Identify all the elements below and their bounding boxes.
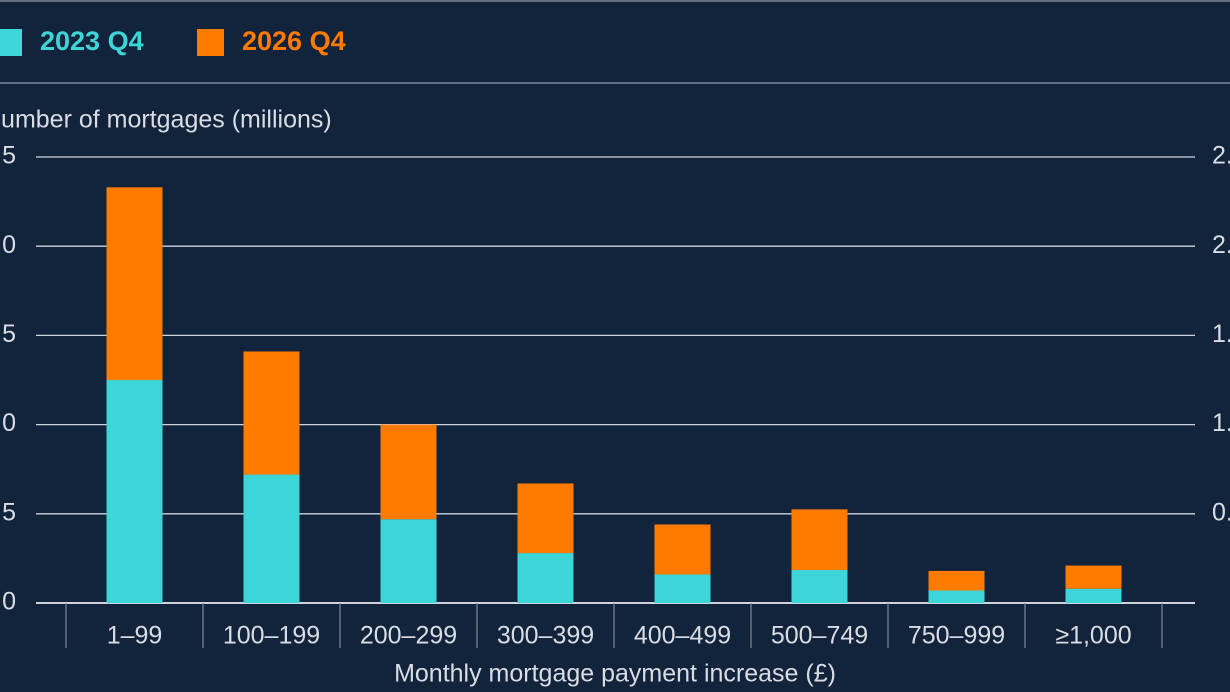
bar-segment [928, 590, 985, 603]
y2-tick-label: 2.0 [1212, 231, 1230, 259]
legend-swatch [197, 29, 224, 56]
bar-segment [1065, 565, 1122, 589]
bar-segment [106, 187, 163, 380]
bar-segment [380, 519, 437, 603]
bar-segment [791, 569, 848, 603]
bar-segment [791, 509, 848, 570]
x-axis-label: Monthly mortgage payment increase (£) [394, 660, 836, 688]
bar-segment [517, 483, 574, 554]
y-tick-label: 0.5 [0, 498, 16, 526]
y-tick-label: 1.0 [0, 409, 16, 437]
x-tick-label: 500–749 [771, 622, 868, 650]
y-tick-label: 1.5 [0, 320, 16, 348]
x-tick-label: 200–299 [360, 622, 457, 650]
legend-label: 2026 Q4 [242, 26, 346, 56]
bar-segment [654, 574, 711, 603]
legend-swatch [0, 29, 22, 56]
bar-segment [243, 474, 300, 603]
bar-segment [106, 380, 163, 603]
x-tick-label: 1–99 [107, 622, 163, 650]
y-tick-label: 2.0 [0, 231, 16, 259]
x-tick-label: ≥1,000 [1055, 622, 1131, 650]
bar-segment [928, 570, 985, 591]
y2-tick-label: 1.0 [1212, 409, 1230, 437]
x-tick-label: 400–499 [634, 622, 731, 650]
legend-label: 2023 Q4 [40, 26, 144, 56]
bar-segment [243, 351, 300, 475]
x-tick-label: 300–399 [497, 622, 594, 650]
bar-segment [654, 524, 711, 575]
bar-segment [1065, 588, 1122, 603]
bar-segment [517, 553, 574, 603]
bar-segment [380, 424, 437, 520]
y2-tick-label: 1.5 [1212, 320, 1230, 348]
y-tick-label: 2.5 [0, 142, 16, 170]
x-tick-label: 750–999 [908, 622, 1005, 650]
y2-tick-label: 0.5 [1212, 498, 1230, 526]
legend: 2023 Q4 2026 Q4 [0, 26, 346, 56]
y-axis-label: Number of mortgages (millions) [0, 106, 332, 134]
y2-tick-label: 2.5 [1212, 142, 1230, 170]
x-tick-label: 100–199 [223, 622, 320, 650]
y-tick-label: 0.0 [0, 588, 16, 616]
